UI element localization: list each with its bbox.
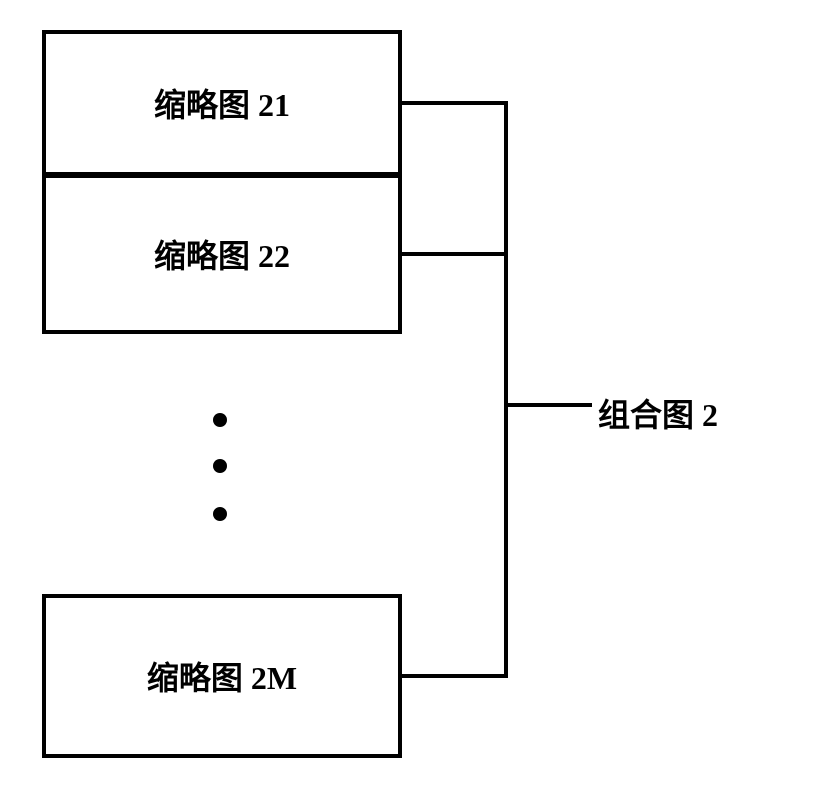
- thumbnail-box-21: 缩略图 21: [42, 30, 402, 176]
- diagram-canvas: 缩略图 21 缩略图 22 缩略图 2M 组合图 2: [0, 0, 831, 806]
- ellipsis-dot-icon: [213, 413, 227, 427]
- thumbnail-box-2m: 缩略图 2M: [42, 594, 402, 758]
- group-label-text: 组合图 2: [598, 397, 718, 433]
- ellipsis-dot-icon: [213, 459, 227, 473]
- thumbnail-box-22-label: 缩略图 22: [154, 231, 290, 277]
- thumbnail-box-2m-label: 缩略图 2M: [147, 653, 297, 699]
- thumbnail-box-22: 缩略图 22: [42, 174, 402, 334]
- ellipsis-dot-icon: [213, 507, 227, 521]
- group-label: 组合图 2: [598, 390, 718, 436]
- thumbnail-box-21-label: 缩略图 21: [154, 80, 290, 126]
